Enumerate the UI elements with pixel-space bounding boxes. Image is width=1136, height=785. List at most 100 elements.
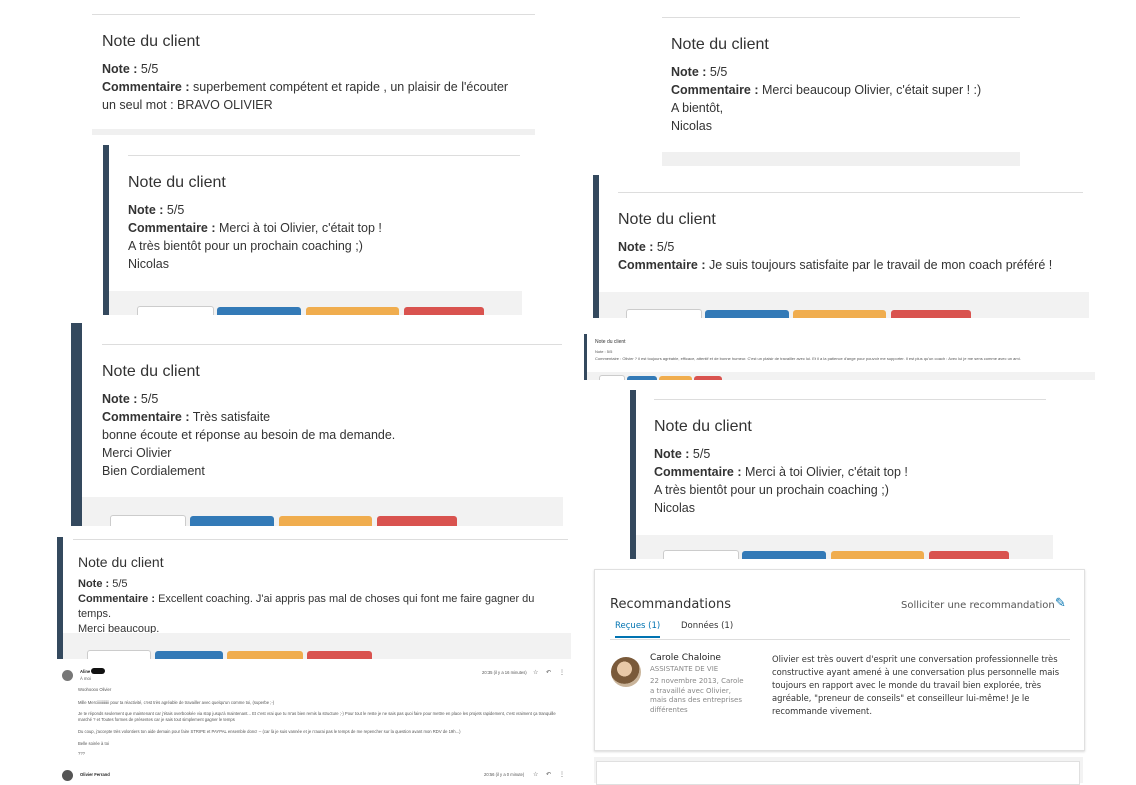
client-note-card: Note du client Note : 5/5 Commentaire : …: [593, 175, 1089, 318]
comment-text: Je suis toujours satisfaite par le trava…: [709, 258, 1053, 272]
card-title: Note du client: [128, 174, 226, 191]
edit-button[interactable]: [742, 551, 826, 559]
email-paragraph: Je te réponds seulement que maintenant c…: [78, 711, 556, 716]
archive-button[interactable]: [227, 651, 303, 659]
client-note-card: Note du client Note : 5/5 Commentaire : …: [71, 323, 563, 526]
recommender-role: ASSISTANTE DE VIE: [650, 665, 719, 673]
client-note-card: Note du client Note : 5/5 Commentaire : …: [92, 0, 535, 135]
view-button[interactable]: [599, 375, 625, 380]
email-greeting: Woohoooo Olivier: [78, 687, 112, 692]
comment-label: Commentaire :: [128, 221, 216, 235]
delete-button[interactable]: [929, 551, 1009, 559]
reply-avatar: [62, 770, 73, 781]
view-button[interactable]: [626, 309, 702, 318]
comment-line: Nicolas: [654, 501, 695, 515]
archive-button[interactable]: [306, 307, 399, 315]
delete-button[interactable]: [377, 516, 457, 526]
recommendations-panel: Recommandations Solliciter une recommand…: [594, 569, 1085, 751]
note-label: Note :: [102, 392, 138, 406]
tab-given[interactable]: Données (1): [681, 621, 734, 631]
note-value: 5/5: [166, 203, 185, 217]
comment-line: A bientôt,: [671, 101, 724, 115]
view-button[interactable]: [137, 306, 214, 315]
client-note-card: Note du client Note : 5/5 Commentaire : …: [630, 390, 1053, 559]
more-icon[interactable]: ⋮: [559, 670, 565, 676]
client-note-card: Note du client Note : 5/5 Commentaire : …: [57, 537, 571, 659]
card-title: Note du client: [671, 36, 769, 53]
delete-button[interactable]: [891, 310, 971, 318]
note-label: Note :: [128, 203, 164, 217]
comment-label: Commentaire :: [78, 593, 156, 605]
view-button[interactable]: [663, 550, 739, 559]
archive-button[interactable]: [831, 551, 924, 559]
note-label: Note :: [102, 62, 138, 76]
email-thread: Aline À moi 20:35 (il y a 16 minutes) ☆ …: [54, 660, 574, 783]
reply-icon[interactable]: ↶: [546, 772, 552, 778]
archive-button[interactable]: [279, 516, 372, 526]
note-label: Note :: [618, 240, 654, 254]
note-value: 5/5: [112, 578, 128, 590]
delete-button[interactable]: [404, 307, 484, 315]
note-label: Note :: [654, 447, 690, 461]
recommendation-meta: 22 novembre 2013, Carole a travaillé ave…: [650, 677, 744, 714]
star-icon[interactable]: ☆: [533, 772, 539, 778]
edit-button[interactable]: [190, 516, 274, 526]
recommendation-text: Olivier est très ouvert d'esprit une con…: [772, 654, 1060, 716]
recommendations-title: Recommandations: [610, 597, 731, 612]
archive-button[interactable]: [793, 310, 886, 318]
tab-received[interactable]: Reçues (1): [615, 621, 661, 638]
view-button[interactable]: [87, 650, 151, 659]
avatar[interactable]: [611, 657, 641, 687]
delete-button[interactable]: [307, 651, 372, 659]
archive-button[interactable]: [659, 376, 692, 380]
comment-label: Commentaire :: [618, 258, 706, 272]
note-value: Note : 5/5: [595, 349, 613, 354]
note-value: 5/5: [140, 392, 159, 406]
comment-label: Commentaire :: [654, 465, 742, 479]
comment-line: Nicolas: [128, 257, 169, 271]
comment-text: Commentaire : Olivier ? il est toujours …: [595, 356, 1021, 361]
card-title: Note du client: [102, 363, 200, 380]
view-button[interactable]: [110, 515, 186, 526]
card-title: Note du client: [595, 339, 626, 345]
card-title: Note du client: [618, 211, 716, 228]
recommender-name[interactable]: Carole Chaloine: [650, 653, 721, 663]
sender-avatar: [62, 670, 73, 681]
edit-button[interactable]: [155, 651, 223, 659]
reply-icon[interactable]: ↶: [546, 670, 552, 676]
comment-text: Merci à toi Olivier, c'était top !: [745, 465, 908, 479]
card-title: Note du client: [78, 554, 164, 570]
email-paragraph: Du coup, j'accepte très volontiers ton a…: [78, 729, 461, 734]
comment-line: A très bientôt pour un prochain coaching…: [654, 483, 889, 497]
edit-button[interactable]: [217, 307, 301, 315]
reply-date: 20:56 (il y a 0 minute): [484, 772, 525, 777]
comment-label: Commentaire :: [671, 83, 759, 97]
comment-label: Commentaire :: [102, 80, 190, 94]
card-title: Note du client: [654, 418, 752, 435]
email-sender[interactable]: Aline: [80, 669, 91, 674]
note-value: 5/5: [709, 65, 728, 79]
comment-line: un seul mot : BRAVO OLIVIER: [102, 98, 273, 112]
edit-button[interactable]: [705, 310, 789, 318]
comment-text: superbement compétent et rapide , un pla…: [193, 80, 509, 94]
email-date: 20:35 (il y a 16 minutes): [482, 670, 527, 675]
comment-text: Excellent coaching. J'ai appris pas mal …: [78, 593, 535, 620]
star-icon[interactable]: ☆: [533, 670, 539, 676]
more-icon[interactable]: ⋮: [559, 772, 565, 778]
pencil-icon[interactable]: ✎: [1055, 596, 1066, 611]
card-title: Note du client: [102, 33, 200, 50]
note-label: Note :: [671, 65, 707, 79]
client-note-card-small: Note du client Note : 5/5 Commentaire : …: [584, 334, 1095, 380]
reply-sender[interactable]: Olivier Ferrand: [80, 772, 110, 777]
edit-button[interactable]: [627, 376, 657, 380]
client-note-card: Note du client Note : 5/5 Commentaire : …: [103, 145, 522, 315]
email-signoff: Belle soirée à toi: [78, 741, 109, 746]
delete-button[interactable]: [694, 376, 722, 380]
email-paragraph: marché ? et Toutes formes de présentes c…: [78, 717, 235, 722]
comment-text: Merci beaucoup Olivier, c'était super ! …: [762, 83, 982, 97]
comment-line: Merci beaucoup.: [78, 623, 160, 635]
email-signoff: ???: [78, 751, 85, 756]
solicit-recommendation-link[interactable]: Solliciter une recommandation: [901, 600, 1055, 611]
client-note-card: Note du client Note : 5/5 Commentaire : …: [662, 0, 1020, 166]
comment-line: bonne écoute et réponse au besoin de ma …: [102, 428, 396, 442]
